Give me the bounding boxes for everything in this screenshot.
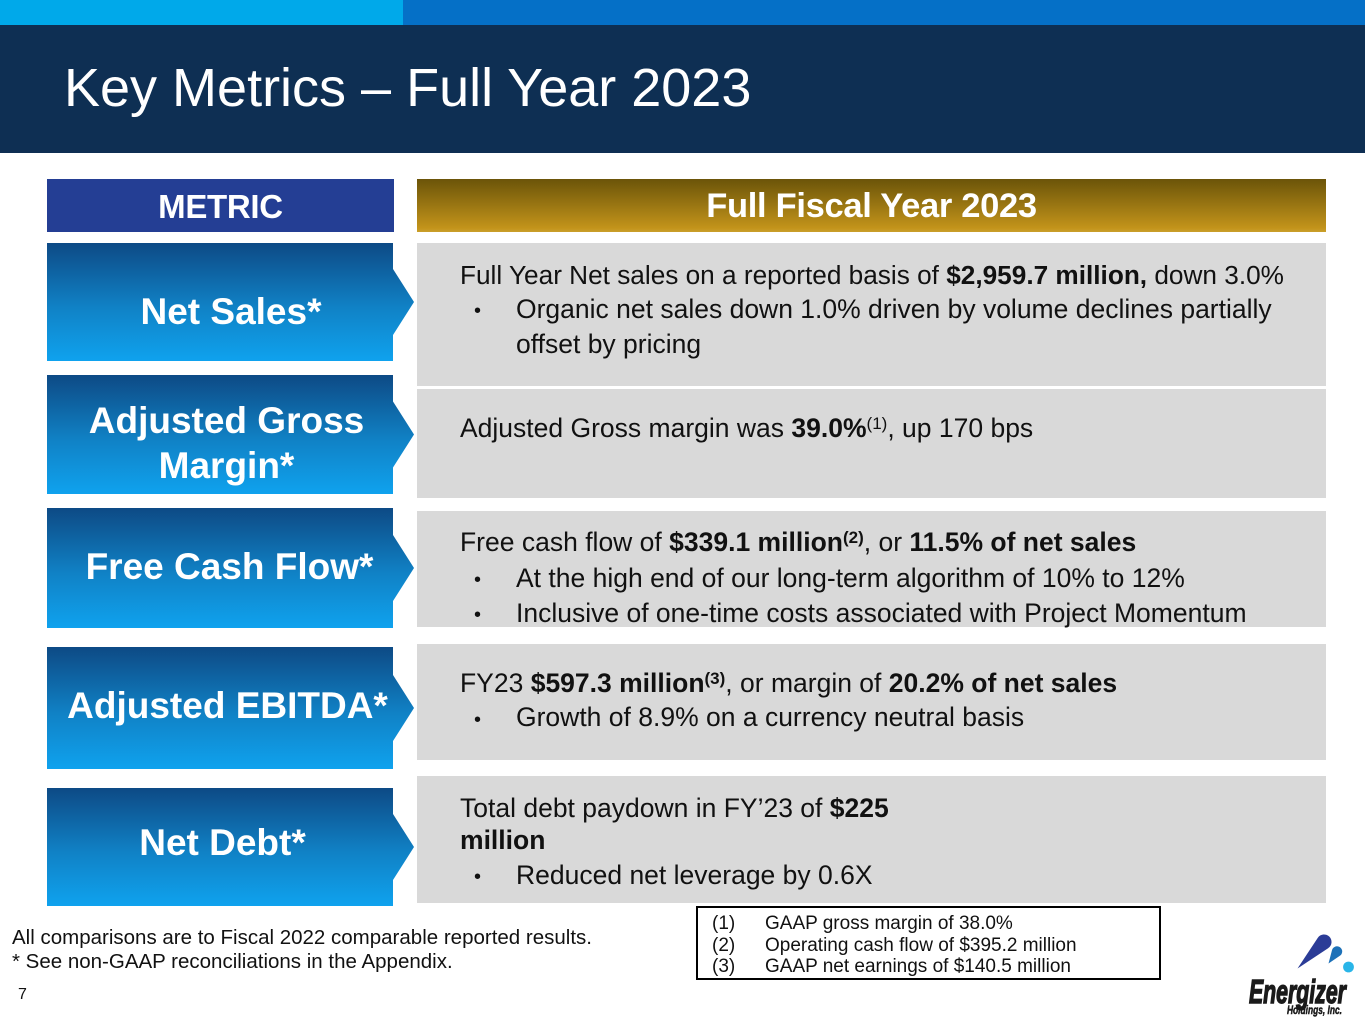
svg-text:Holdings, Inc.: Holdings, Inc. <box>1287 1005 1342 1018</box>
svg-text:Energizer: Energizer <box>1249 973 1348 1010</box>
